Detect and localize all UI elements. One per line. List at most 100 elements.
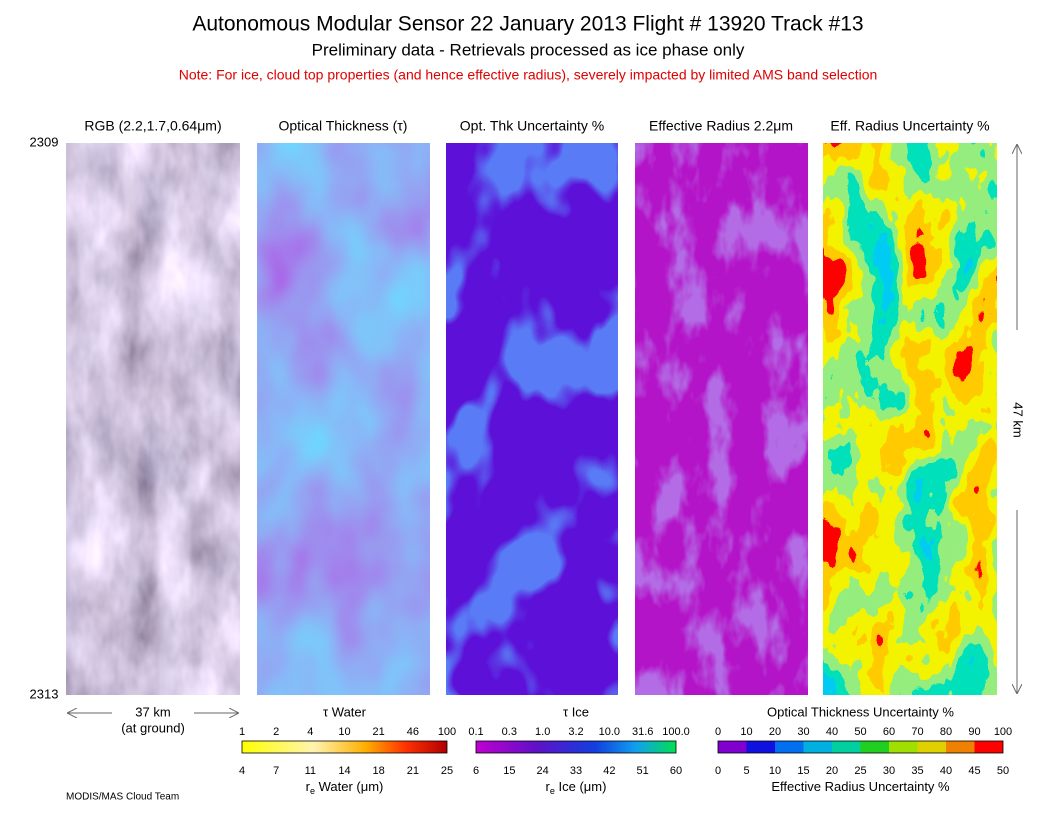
subtitle-text: Effective Radius Uncertainty % <box>771 779 950 794</box>
colorbar-tick-label: 31.6 <box>632 726 653 738</box>
colorbar-tick-label: 21 <box>407 765 419 777</box>
color-step <box>775 741 804 753</box>
subscript: e <box>310 786 315 796</box>
colorbar-tick-label: 100 <box>994 726 1012 738</box>
colorbar-ice <box>475 740 677 754</box>
colorbar-tick-label: 0 <box>715 765 721 777</box>
colorbar-tick-label: 10.0 <box>599 726 620 738</box>
panel-labels: RGB (2.2,1.7,0.64μm) Optical Thickness (τ… <box>84 118 989 134</box>
across-note: (at ground) <box>121 720 185 735</box>
colorbar-tick-label: 11 <box>305 765 316 777</box>
colorbar-tick-label: 4 <box>307 726 313 738</box>
colorbar-subtitle: Effective Radius Uncertainty % <box>771 779 950 794</box>
color-step <box>718 741 747 753</box>
effective-radius-texture <box>635 143 808 695</box>
colorbar-tick-label: 18 <box>373 765 385 777</box>
colorbar-water <box>241 740 448 754</box>
colorbar-tick-label: 100 <box>438 726 456 738</box>
colorbar-tick-label: 33 <box>570 765 582 777</box>
colorbar-tick-label: 2 <box>273 726 279 738</box>
colorbar-tick-label: 24 <box>537 765 549 777</box>
panel-label: Effective Radius 2.2μm <box>649 118 793 134</box>
optical-thickness-image <box>257 143 430 695</box>
colorbar-tick-label: 20 <box>826 765 838 777</box>
colorbar-tick-label: 80 <box>940 726 952 738</box>
footer: MODIS/MAS Cloud Team <box>66 792 179 803</box>
colorbar-tick-label: 60 <box>883 726 895 738</box>
colorbar-tick-label: 10 <box>338 726 350 738</box>
colorbar-tick-label: 30 <box>883 765 895 777</box>
colorbar-tick-label: 50 <box>854 726 866 738</box>
colorbar-tick-label: 50 <box>997 765 1009 777</box>
subscript: e <box>550 786 555 796</box>
colorbar-tick-label: 0.1 <box>468 726 483 738</box>
end-time: 2313 <box>30 686 59 701</box>
symbol: r <box>306 779 311 794</box>
colorbar-tick-label: 15 <box>797 765 809 777</box>
colorbar-tick-label: 1.0 <box>535 726 550 738</box>
rgb-image <box>66 143 240 695</box>
across-scale: 37 km <box>135 704 170 719</box>
arrow-gap <box>112 704 194 722</box>
colorbar-tick-label: 46 <box>407 726 419 738</box>
colorbar-tick-label: 14 <box>338 765 350 777</box>
color-step <box>917 741 946 753</box>
colorbar-tick-label: 25 <box>854 765 866 777</box>
colorbar-title: τ Ice <box>563 704 589 719</box>
colorbar-tick-label: 40 <box>826 726 838 738</box>
colorbar-tick-label: 25 <box>441 765 453 777</box>
colorbar-tick-label: 10 <box>740 726 752 738</box>
colorbar-tick-label: 1 <box>239 726 245 738</box>
colorbar-frame <box>717 740 1004 754</box>
colorbar-title: τ Water <box>323 704 367 719</box>
colorbar-subtitle: re Ice (μm) <box>546 779 607 796</box>
color-step <box>946 741 975 753</box>
panel-label: RGB (2.2,1.7,0.64μm) <box>84 118 221 134</box>
colorbar-tick-label: 42 <box>603 765 615 777</box>
start-time: 2309 <box>30 134 59 149</box>
opt-thk-uncertainty-texture <box>446 143 618 695</box>
colorbar-uncertainty <box>717 740 1004 754</box>
colorbar-tick-label: 40 <box>940 765 952 777</box>
panel-label: Optical Thickness (τ) <box>279 118 408 134</box>
color-step <box>803 741 832 753</box>
color-step <box>832 741 861 753</box>
colorbar-subtitle: re Water (μm) <box>306 779 384 796</box>
colorbar-tick-label: 30 <box>797 726 809 738</box>
colorbar-tick-label: 20 <box>769 726 781 738</box>
colorbar-tick-label: 45 <box>968 765 980 777</box>
subtitle: Preliminary data - Retrievals processed … <box>312 40 745 59</box>
title: Autonomous Modular Sensor 22 January 201… <box>192 13 863 36</box>
color-step <box>860 741 889 753</box>
colorbar-tick-label: 51 <box>637 765 649 777</box>
eff-radius-uncertainty-image <box>823 143 997 695</box>
subtitle-text: Ice (μm) <box>555 779 607 794</box>
colorbar-tick-label: 70 <box>911 726 923 738</box>
colorbar-title: Optical Thickness Uncertainty % <box>767 704 954 719</box>
colorbar-tick-label: 0 <box>715 726 721 738</box>
colorbar-tick-label: 6 <box>473 765 479 777</box>
color-step <box>746 741 775 753</box>
colorbar-tick-label: 5 <box>743 765 749 777</box>
panel-label: Eff. Radius Uncertainty % <box>830 118 989 134</box>
colorbar-tick-label: 4 <box>239 765 245 777</box>
colorbar-tick-label: 7 <box>273 765 279 777</box>
colorbar-tick-label: 60 <box>670 765 682 777</box>
arrow-gap <box>1005 330 1029 510</box>
colorbar-tick-label: 10 <box>769 765 781 777</box>
colorbar-tick-label: 100.0 <box>662 726 690 738</box>
colorbar-tick-label: 21 <box>373 726 385 738</box>
colorbar-tick-label: 90 <box>968 726 980 738</box>
symbol: r <box>546 779 551 794</box>
colorbar-tick-label: 35 <box>911 765 923 777</box>
colorbar-tick-label: 0.3 <box>502 726 517 738</box>
color-step <box>889 741 918 753</box>
subtitle-text: Water (μm) <box>315 779 383 794</box>
along-scale: 47 km <box>1011 402 1026 437</box>
colorbar-tick-label: 15 <box>503 765 515 777</box>
color-step <box>974 741 1003 753</box>
colorbar-tick-label: 3.2 <box>568 726 583 738</box>
note: Note: For ice, cloud top properties (and… <box>179 67 878 83</box>
